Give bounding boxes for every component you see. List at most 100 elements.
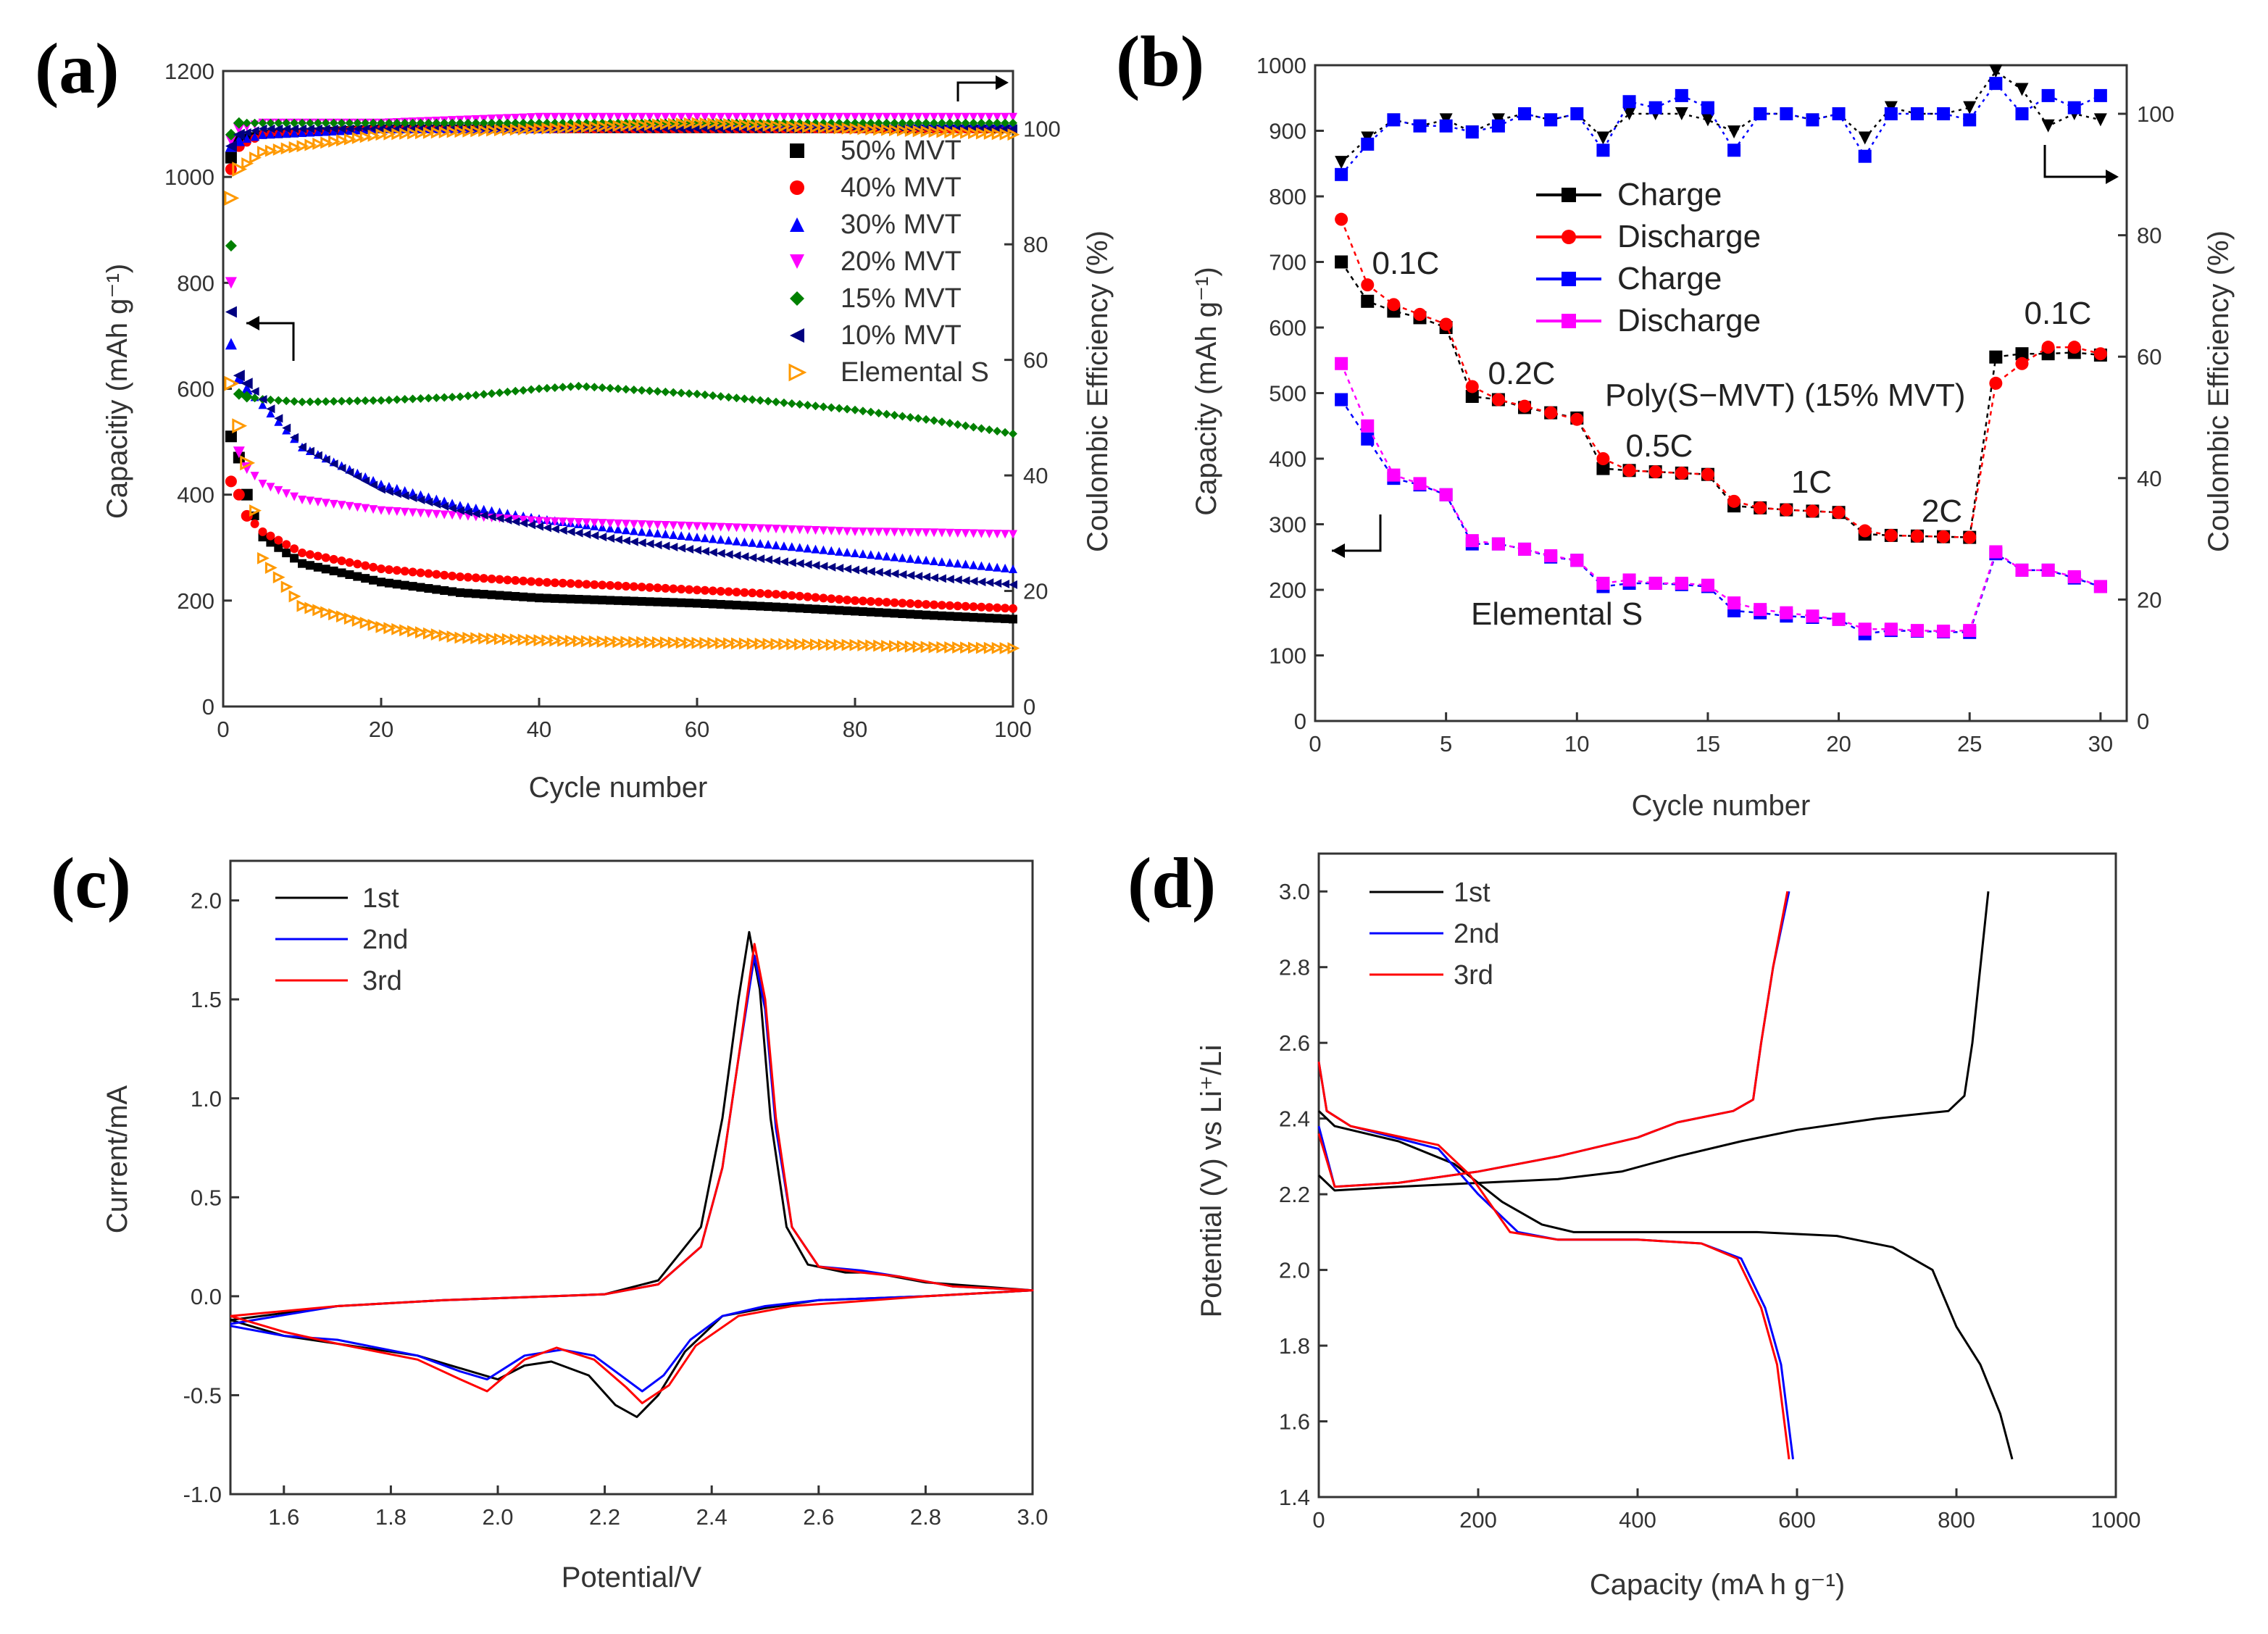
capacity-point — [550, 517, 559, 526]
data-point — [1780, 606, 1793, 620]
data-point — [1465, 390, 1479, 404]
efficiency-point — [652, 118, 664, 131]
capacity-point — [708, 599, 717, 609]
x-tick-label: 200 — [1459, 1507, 1497, 1533]
efficiency-point — [764, 112, 773, 122]
capacity-point — [590, 580, 599, 589]
capacity-point — [542, 593, 551, 603]
data-point — [1754, 501, 1767, 514]
capacity-point — [517, 633, 530, 646]
capacity-point — [408, 567, 417, 577]
efficiency-point — [912, 125, 925, 138]
capacity-point — [669, 521, 678, 530]
legend-label: Charge — [1617, 261, 1722, 296]
efficiency-point — [629, 112, 638, 122]
capacity-point — [732, 536, 741, 546]
efficiency-point — [274, 118, 283, 128]
capacity-point — [669, 388, 678, 397]
capacity-point — [904, 640, 917, 653]
efficiency-point — [937, 112, 946, 122]
capacity-point — [558, 383, 567, 392]
capacity-point — [772, 541, 780, 550]
capacity-point — [250, 472, 259, 481]
efficiency-point — [527, 113, 536, 122]
efficiency-point — [866, 112, 875, 122]
y-axis-title-right: Coulombic Efficiency (%) — [2203, 230, 2235, 552]
data-point — [1832, 506, 1846, 520]
capacity-point — [645, 528, 654, 537]
efficiency-point — [440, 118, 449, 128]
data-point — [2015, 107, 2029, 121]
efficiency-point — [685, 112, 694, 122]
data-point — [1727, 494, 1741, 508]
efficiency-point — [858, 112, 867, 122]
capacity-point — [906, 554, 915, 563]
efficiency-point — [708, 124, 717, 133]
capacity-point — [977, 424, 986, 433]
capacity-point — [448, 511, 457, 520]
efficiency-point — [778, 120, 791, 133]
capacity-point — [914, 610, 923, 620]
data-point — [2041, 563, 2055, 577]
series-line — [1341, 399, 2101, 635]
capacity-point — [756, 524, 765, 533]
capacity-point — [748, 395, 757, 404]
y-tick-label: 800 — [1269, 184, 1306, 209]
capacity-point — [250, 393, 259, 403]
capacity-point — [890, 569, 899, 578]
capacity-point — [685, 585, 694, 594]
capacity-point — [827, 526, 836, 535]
capacity-point — [991, 641, 1004, 654]
efficiency-point — [898, 118, 907, 128]
capacity-point — [779, 525, 788, 534]
capacity-point — [620, 635, 633, 649]
x-axis-title: Cycle number — [1632, 790, 1811, 822]
data-point — [1465, 534, 1479, 548]
capacity-point — [637, 583, 646, 592]
y-tick-label: 1000 — [164, 164, 214, 190]
efficiency-point — [298, 118, 307, 128]
data-point — [1832, 107, 1846, 121]
efficiency-point — [313, 118, 322, 128]
efficiency-point — [945, 118, 954, 128]
discharge-curve — [1317, 1062, 1794, 1459]
efficiency-point — [305, 118, 314, 128]
efficiency-point — [985, 118, 994, 128]
capacity-point — [738, 637, 751, 650]
efficiency-point — [549, 122, 562, 135]
capacity-point — [756, 588, 765, 598]
data-point — [1596, 143, 1610, 157]
y-tick-label: -1.0 — [183, 1482, 222, 1507]
efficiency-point — [715, 117, 728, 130]
capacity-point — [849, 638, 862, 651]
capacity-point — [495, 388, 504, 397]
left-axis-arrow — [1332, 514, 1382, 552]
data-point — [2015, 563, 2029, 577]
capacity-point — [675, 636, 688, 649]
efficiency-point — [266, 130, 275, 139]
capacity-point — [803, 525, 812, 535]
capacity-point — [843, 527, 852, 536]
efficiency-point — [738, 118, 751, 131]
legend-marker — [790, 291, 804, 306]
capacity-point — [936, 641, 949, 654]
capacity-point — [819, 605, 828, 614]
capacity-point — [479, 574, 488, 583]
capacity-point — [866, 407, 875, 417]
efficiency-point — [416, 118, 425, 128]
capacity-point — [937, 557, 946, 567]
capacity-point — [533, 634, 546, 647]
y-tick-label: 2.2 — [1279, 1182, 1310, 1207]
capacity-point — [811, 561, 820, 570]
data-point — [1989, 376, 2003, 390]
capacity-point — [574, 595, 583, 604]
panel-a: 0 20 40 60 80 1000200400600800100012000204060… — [101, 59, 1114, 804]
capacity-point — [463, 502, 472, 512]
capacity-point — [795, 604, 804, 613]
capacity-point — [843, 595, 852, 604]
capacity-point — [424, 509, 433, 518]
efficiency-point — [415, 127, 428, 140]
capacity-point — [408, 508, 417, 517]
capacity-point — [819, 526, 828, 535]
data-point — [2067, 341, 2081, 354]
